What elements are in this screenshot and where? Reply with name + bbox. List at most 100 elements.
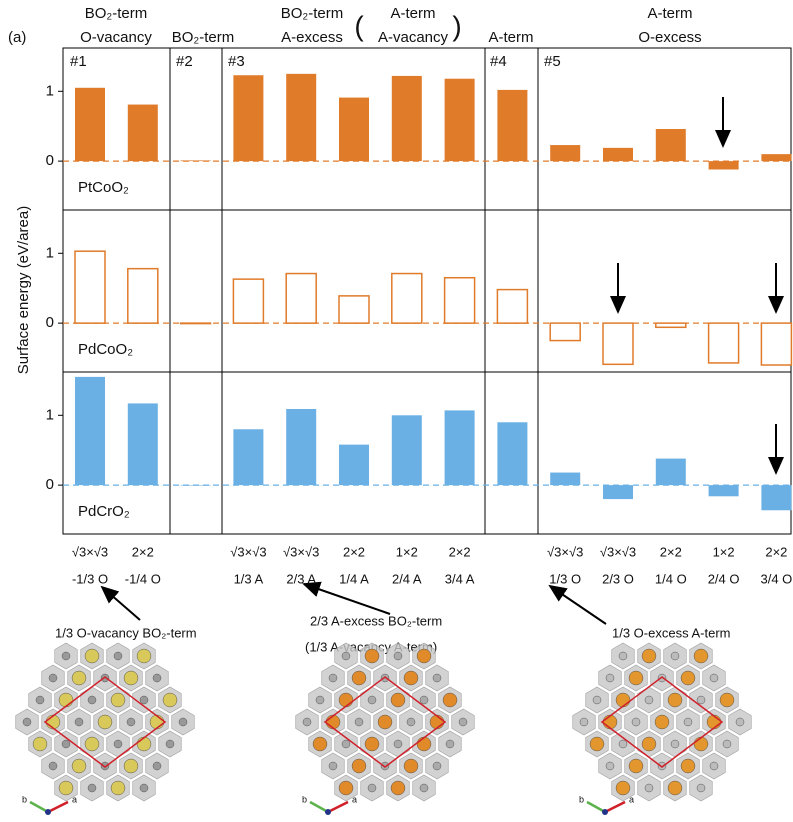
- group-id: #5: [544, 53, 561, 70]
- atom: [681, 759, 695, 773]
- atom: [668, 693, 682, 707]
- x-tick-label: 3/4 O: [761, 571, 793, 586]
- bar: [550, 473, 580, 486]
- bar: [656, 459, 686, 486]
- atom: [443, 693, 457, 707]
- bar: [286, 409, 316, 485]
- atom: [658, 762, 666, 770]
- group-id: #1: [70, 53, 87, 70]
- axis-a: [328, 802, 348, 812]
- atom: [153, 674, 161, 682]
- atom: [668, 781, 682, 795]
- atom: [420, 784, 428, 792]
- group-id: #2: [176, 53, 193, 70]
- atom: [72, 759, 86, 773]
- atom: [606, 762, 614, 770]
- bar: [603, 148, 633, 161]
- x-tick-label: 2×2: [449, 544, 471, 559]
- atom: [417, 649, 431, 663]
- x-tick-label: √3×√3: [230, 544, 266, 559]
- bar: [392, 415, 422, 485]
- panel-frame: [63, 210, 791, 372]
- axis-label: a: [352, 794, 357, 804]
- atom: [114, 740, 122, 748]
- axis-a: [605, 802, 625, 812]
- atom: [179, 718, 187, 726]
- atom: [36, 696, 44, 704]
- panel-title: PdCrO₂: [78, 503, 130, 520]
- atom: [632, 718, 640, 726]
- atom: [101, 762, 109, 770]
- atom: [590, 737, 604, 751]
- group-header: BO₂-term: [172, 29, 235, 46]
- atom: [671, 740, 679, 748]
- x-tick-label: √3×√3: [600, 544, 636, 559]
- panel-frame: [63, 372, 791, 534]
- atom: [642, 737, 656, 751]
- atom: [404, 759, 418, 773]
- panel-title: PtCoO₂: [78, 179, 129, 196]
- group-header: ): [452, 10, 461, 41]
- atom: [368, 696, 376, 704]
- atom: [365, 649, 379, 663]
- bar: [339, 296, 369, 323]
- x-tick-label: 1×2: [396, 544, 418, 559]
- axis-c: [325, 809, 331, 815]
- annotation-arrow: [304, 584, 390, 614]
- atom: [430, 715, 444, 729]
- bar: [761, 154, 791, 161]
- bar: [339, 445, 369, 486]
- bar: [497, 90, 527, 161]
- atom: [352, 759, 366, 773]
- atom: [150, 715, 164, 729]
- group-header: BO₂-term: [281, 5, 344, 22]
- atom: [49, 674, 57, 682]
- atom: [658, 674, 666, 682]
- atom: [593, 696, 601, 704]
- atom: [642, 649, 656, 663]
- atom: [720, 693, 734, 707]
- atom: [163, 693, 177, 707]
- x-tick-label: 1/4 O: [655, 571, 687, 586]
- atom: [378, 715, 392, 729]
- bar: [603, 485, 633, 499]
- atom: [381, 762, 389, 770]
- atom: [140, 784, 148, 792]
- x-tick-label: 2×2: [660, 544, 682, 559]
- group-id: #4: [490, 53, 507, 70]
- atom: [629, 759, 643, 773]
- group-header: A-vacancy: [378, 29, 449, 46]
- atom: [655, 715, 669, 729]
- x-tick-label: 2×2: [132, 544, 154, 559]
- atom: [111, 781, 125, 795]
- x-tick-label: 2×2: [343, 544, 365, 559]
- atom: [46, 715, 60, 729]
- atom: [433, 674, 441, 682]
- atom: [342, 740, 350, 748]
- bar: [75, 251, 105, 323]
- atom: [98, 715, 112, 729]
- bar: [761, 485, 791, 510]
- atom: [616, 781, 630, 795]
- group-id: #3: [228, 53, 245, 70]
- axis-b: [310, 802, 328, 812]
- bar: [75, 377, 105, 485]
- bar: [233, 429, 263, 485]
- x-tick-label: 2×2: [765, 544, 787, 559]
- atom: [88, 696, 96, 704]
- axis-label: b: [22, 794, 27, 804]
- atom: [697, 784, 705, 792]
- atom: [140, 696, 148, 704]
- atom: [49, 762, 57, 770]
- y-tick-label: 1: [46, 82, 54, 99]
- axis-a: [48, 802, 68, 812]
- annotation: 2/3 A-excess BO₂-term: [310, 613, 442, 628]
- atom: [85, 737, 99, 751]
- atom: [736, 718, 744, 726]
- atom: [62, 740, 70, 748]
- group-header: O-vacancy: [80, 29, 152, 46]
- bar: [709, 485, 739, 496]
- bar: [392, 274, 422, 324]
- atom: [114, 652, 122, 660]
- bar: [550, 323, 580, 340]
